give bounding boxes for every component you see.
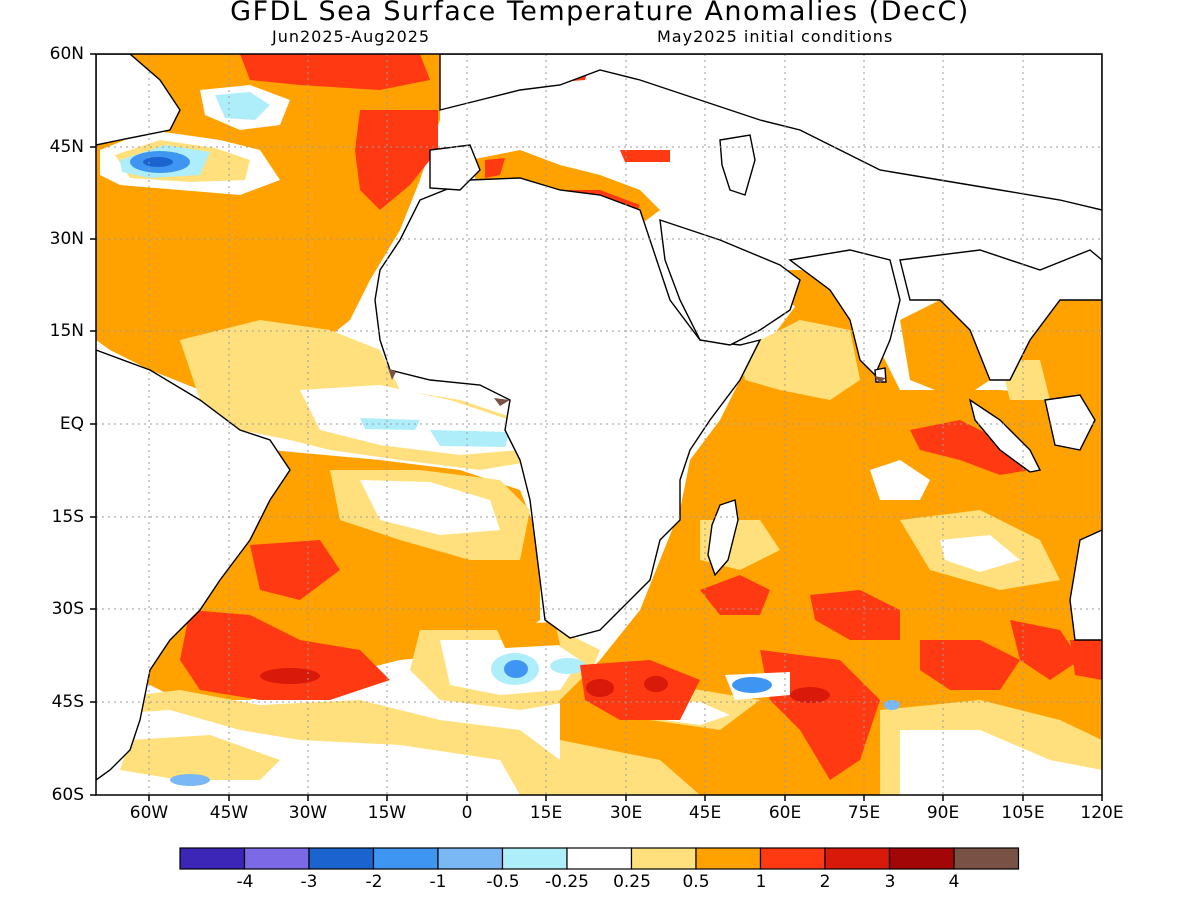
lat-label-15n: 15N [49, 321, 84, 341]
colorbar-label: 0.5 [682, 872, 710, 892]
forecast-period: Jun2025-Aug2025 [272, 27, 431, 46]
lon-label-0: 0 [461, 803, 473, 823]
lon-label-120e: 120E [1080, 803, 1124, 823]
colorbar-swatch [953, 847, 1020, 870]
lon-label-45w: 45W [209, 803, 249, 823]
colorbar-swatch [372, 847, 439, 870]
borneo-outline [1044, 394, 1096, 451]
colorbar-swatch [566, 847, 633, 870]
lat-label-45s: 45S [51, 692, 84, 712]
colorbar-swatch [308, 847, 375, 870]
lon-label-105e: 105E [1001, 803, 1045, 823]
colorbar-label: -3 [300, 872, 318, 892]
south-america-outline [96, 349, 291, 781]
colorbar-swatch [824, 847, 891, 870]
colorbar-swatch [243, 847, 310, 870]
lon-label-30e: 30E [609, 803, 643, 823]
lon-label-75e: 75E [847, 803, 881, 823]
lat-label-30s: 30S [51, 599, 84, 619]
southeast-asia-outline [899, 249, 1102, 381]
colorbar-label: -2 [365, 872, 383, 892]
colorbar-label: -1 [429, 872, 447, 892]
lat-label-60s: 60S [51, 785, 84, 805]
axis-ticks [90, 53, 1103, 801]
lat-label-45n: 45N [49, 137, 84, 157]
india-outline [788, 249, 901, 377]
colorbar-label: 1 [755, 872, 767, 892]
colorbar-label: -0.25 [545, 872, 589, 892]
lat-label-60n: 60N [49, 44, 84, 64]
map-title: GFDL Sea Surface Temperature Anomalies (… [230, 0, 970, 27]
colorbar-label: 2 [819, 872, 831, 892]
lat-label-15s: 15S [51, 507, 84, 527]
colorbar-swatch [695, 847, 762, 870]
lon-label-15e: 15E [529, 803, 563, 823]
colorbar-swatch [179, 847, 246, 870]
colorbar-swatch [759, 847, 826, 870]
colorbar-swatch [437, 847, 504, 870]
lon-label-90e: 90E [926, 803, 960, 823]
initial-conditions: May2025 initial conditions [657, 27, 894, 46]
continents [96, 54, 1102, 781]
lat-label-30n: 30N [49, 229, 84, 249]
colorbar-swatch [630, 847, 697, 870]
madagascar-outline [707, 499, 739, 577]
europe-outline [439, 54, 1102, 211]
africa-outline [374, 177, 762, 639]
lon-label-60w: 60W [129, 803, 169, 823]
lon-label-60e: 60E [768, 803, 802, 823]
arabia-outline [659, 218, 801, 346]
colorbar-label: -0.5 [486, 872, 520, 892]
colorbar-label: 0.25 [613, 872, 651, 892]
colorbar-label: 4 [948, 872, 960, 892]
lon-label-30w: 30W [288, 803, 328, 823]
north-america-outline [96, 54, 181, 146]
colorbar [179, 847, 1020, 870]
caspian-outline [719, 134, 756, 196]
sumatra-outline [968, 398, 1042, 473]
colorbar-swatch [888, 847, 955, 870]
lat-label-eq: EQ [59, 414, 84, 434]
colorbar-label: 3 [884, 872, 896, 892]
lon-label-45e: 45E [688, 803, 722, 823]
colorbar-label: -4 [236, 872, 254, 892]
lon-label-15w: 15W [367, 803, 407, 823]
colorbar-swatch [501, 847, 568, 870]
australia-outline [1069, 529, 1102, 641]
land-anomaly-spots [388, 368, 886, 406]
